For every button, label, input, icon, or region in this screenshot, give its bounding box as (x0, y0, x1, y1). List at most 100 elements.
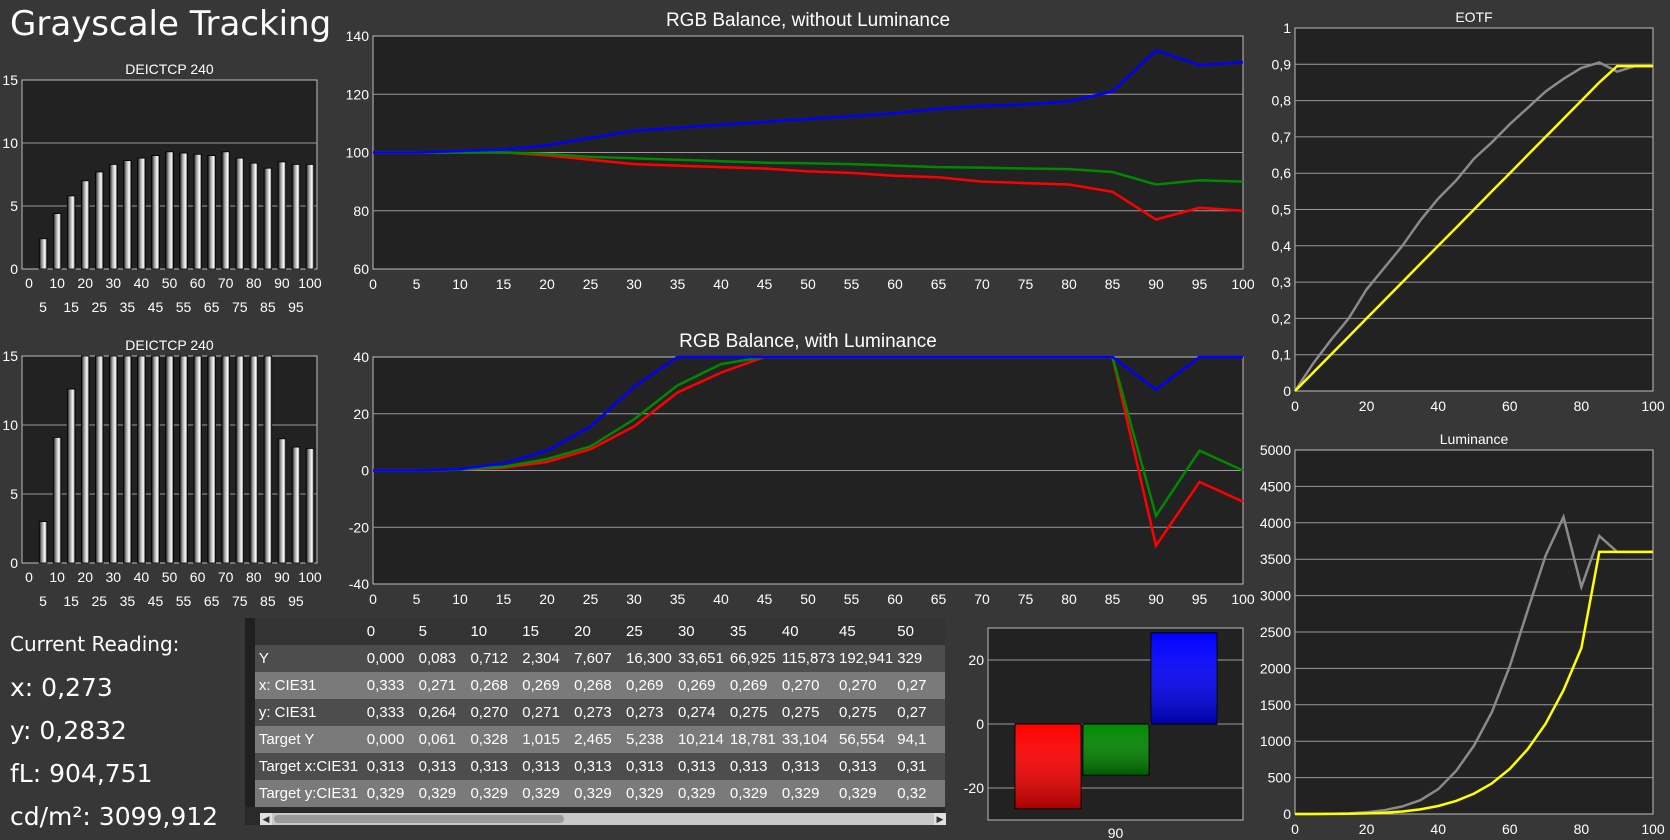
table-row[interactable]: Y 0,000 0,083 0,712 2,304 7,607 16,300 33,651 66… (245, 645, 945, 672)
rgb-without-xtick-label: 80 (1061, 276, 1077, 292)
rgb-without-xtick-label: 40 (713, 276, 729, 292)
deictcp-top-xtick-label: 40 (134, 275, 150, 291)
deictcp-bottom-bar (52, 437, 62, 564)
table-row[interactable]: Target y:CIE31 0,329 0,329 0,329 0,329 0,329 0… (245, 780, 945, 807)
row-selector[interactable] (245, 780, 255, 807)
table-cell: 0,313 (570, 753, 622, 780)
rgb-with-series-line-blue (373, 355, 1243, 472)
deictcp-bottom-ytick-label: 5 (10, 486, 18, 502)
row-selector[interactable] (245, 672, 255, 699)
deictcp-top-xtick-label: 30 (106, 275, 122, 291)
rgb-with-xtick-label: 70 (974, 591, 990, 607)
deictcp-bottom-xtick-label: 50 (162, 569, 178, 585)
row-selector[interactable] (245, 726, 255, 753)
table-row[interactable]: Target Y 0,000 0,061 0,328 1,015 2,465 5,238 10… (245, 726, 945, 753)
deictcp-top-xtick-label: 80 (246, 275, 262, 291)
deictcp-bottom-xtick-label: 45 (148, 593, 164, 609)
rgb-with-xtick-label: 10 (452, 591, 468, 607)
table-cell: 0,061 (414, 726, 467, 753)
eotf-ytick-label: 0,7 (1272, 129, 1292, 145)
table-cell: 0,313 (518, 753, 571, 780)
luminance-xtick-label: 0 (1291, 821, 1299, 837)
scroll-thumb[interactable] (274, 815, 564, 823)
rgb-with-xtick-label: 100 (1231, 591, 1255, 607)
rgb-with-xtick-label: 5 (413, 591, 421, 607)
deictcp-bottom-xtick-label: 0 (25, 569, 33, 585)
eotf-xtick-label: 20 (1359, 398, 1375, 414)
deictcp-top-xtick-label: 10 (49, 275, 65, 291)
table-cell: 0,27 (893, 699, 945, 726)
deictcp-top-xtick-label: 90 (274, 275, 290, 291)
table-cell: 0,313 (725, 753, 778, 780)
table-cell: 0,313 (777, 753, 835, 780)
deictcp-bottom-xtick-label: 90 (274, 569, 290, 585)
table-row[interactable]: x: CIE31 0,333 0,271 0,268 0,269 0,268 0,269 0,… (245, 672, 945, 699)
eotf-ytick-label: 0,3 (1272, 274, 1292, 290)
deictcp-top-bar (221, 151, 230, 270)
deictcp-bottom-bar (38, 521, 48, 564)
deictcp-bottom-xtick-label: 95 (288, 593, 304, 609)
eotf-ytick-label: 0,8 (1272, 93, 1292, 109)
scroll-right-arrow-icon[interactable]: ▶ (934, 813, 946, 825)
scroll-left-arrow-icon[interactable]: ◀ (260, 813, 272, 825)
luminance-title: Luminance (1440, 431, 1509, 447)
rgb-with-title: RGB Balance, with Luminance (679, 331, 937, 352)
table-row[interactable]: Target x:CIE31 0,313 0,313 0,313 0,313 0,313 0… (245, 753, 945, 780)
rgb-90-ytick-label: -20 (964, 780, 984, 796)
table-cell: 66,925 (725, 645, 778, 672)
luminance-ytick-label: 1500 (1260, 697, 1291, 713)
eotf-xtick-label: 0 (1291, 398, 1299, 414)
rgb-90-bar-shade (1151, 632, 1217, 724)
deictcp-top-xtick-label: 60 (190, 275, 206, 291)
table-cell: 0,275 (835, 699, 894, 726)
row-selector[interactable] (245, 645, 255, 672)
eotf-xtick-label: 40 (1430, 398, 1446, 414)
row-selector[interactable] (245, 753, 255, 780)
deictcp-top-bar (38, 238, 48, 270)
table-cell: 0,083 (414, 645, 467, 672)
eotf-ytick-label: 0,9 (1272, 56, 1292, 72)
table-horizontal-scrollbar[interactable]: ◀ ▶ (260, 813, 946, 825)
deictcp-bottom-bar (193, 355, 202, 564)
table-row[interactable]: y: CIE31 0,333 0,264 0,270 0,271 0,273 0,273 0,… (245, 699, 945, 726)
eotf-ytick-label: 0,2 (1272, 310, 1292, 326)
column-header: 35 (725, 618, 778, 645)
eotf-xtick-label: 60 (1502, 398, 1518, 414)
deictcp-top-bar (52, 213, 62, 270)
table-cell: 0,32 (893, 780, 945, 807)
luminance-series-line-yellow (1295, 550, 1653, 816)
luminance-ytick-label: 3000 (1260, 588, 1291, 604)
rgb-90-xtick-label: 90 (1108, 825, 1124, 840)
table-cell: 0,275 (777, 699, 835, 726)
table-cell: 0,269 (518, 672, 571, 699)
table-cell: 0,273 (621, 699, 674, 726)
measurement-table-wrap[interactable]: 0 5 10 15 20 25 30 35 40 45 50 Y 0,000 0,083 0,712 2,30… (245, 618, 945, 825)
table-cell: 0,329 (673, 780, 726, 807)
deictcp-bottom-xtick-label: 15 (63, 593, 79, 609)
deictcp-top-xtick-label: 35 (120, 299, 136, 315)
deictcp-bottom-bar (179, 355, 188, 564)
rgb-without-ytick-label: 120 (346, 86, 370, 102)
rgb-with-xtick-label: 15 (496, 591, 512, 607)
table-cell: 0,271 (518, 699, 571, 726)
row-selector[interactable] (245, 699, 255, 726)
current-reading-label: Current Reading: (10, 632, 180, 656)
deictcp-bottom-bar (291, 446, 301, 564)
rgb-without-ytick-label: 140 (346, 28, 370, 44)
table-cell: 0,329 (362, 780, 415, 807)
table-cell: 0,270 (466, 699, 519, 726)
table-cell: 329 (893, 645, 945, 672)
deictcp-top-bar (249, 162, 259, 270)
deictcp-top-xtick-label: 25 (91, 299, 107, 315)
table-cell: 18,781 (725, 726, 778, 753)
row-label: y: CIE31 (254, 699, 363, 726)
luminance-ytick-label: 0 (1283, 806, 1291, 822)
deictcp-bottom-title: DEICTCP 240 (125, 337, 214, 353)
rgb-90-bar-shade (1083, 724, 1149, 776)
deictcp-top-bar (66, 195, 76, 270)
luminance-ytick-label: 2000 (1260, 660, 1291, 676)
table-cell: 10,214 (673, 726, 726, 753)
rgb-90-ytick-label: 0 (976, 716, 984, 732)
current-reading: Current Reading: x: 0,273 y: 0,2832 fL: … (10, 632, 240, 838)
table-cell: 0,271 (414, 672, 467, 699)
